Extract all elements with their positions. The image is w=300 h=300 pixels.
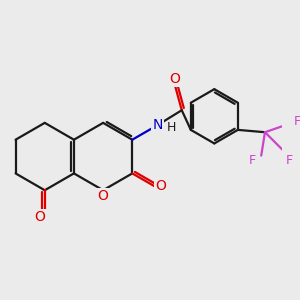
Text: O: O bbox=[155, 179, 166, 193]
Text: O: O bbox=[34, 210, 46, 224]
Text: F: F bbox=[249, 154, 256, 167]
Text: N: N bbox=[152, 118, 163, 132]
Text: H: H bbox=[167, 121, 176, 134]
Text: F: F bbox=[286, 154, 293, 167]
Text: O: O bbox=[169, 72, 180, 86]
Text: F: F bbox=[294, 115, 300, 128]
Text: O: O bbox=[98, 189, 109, 203]
